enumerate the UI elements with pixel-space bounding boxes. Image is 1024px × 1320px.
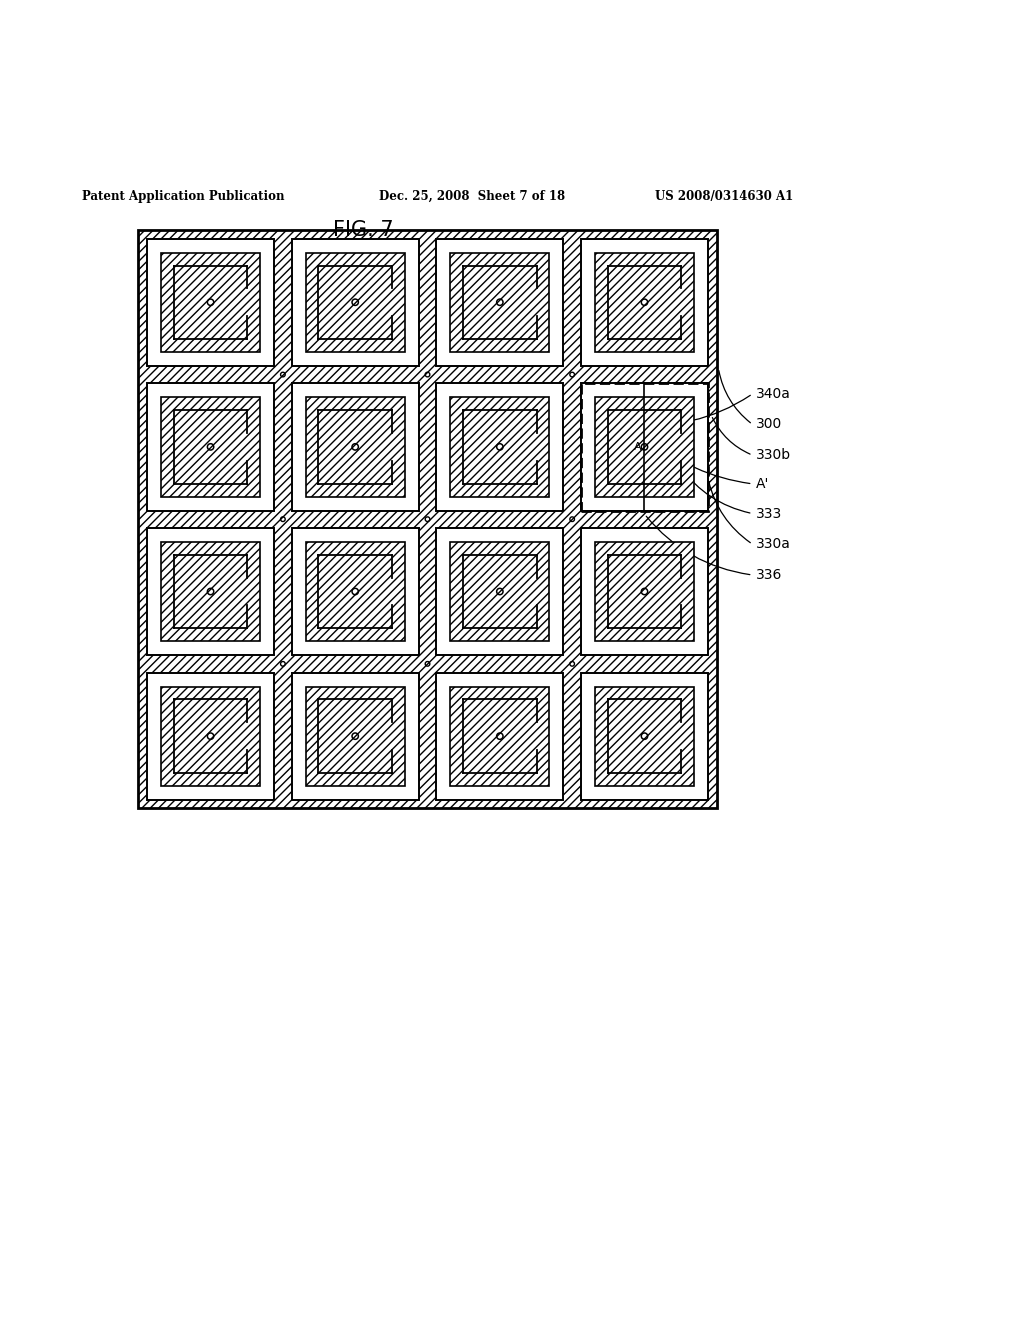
Text: US 2008/0314630 A1: US 2008/0314630 A1 (655, 190, 794, 203)
Bar (436, 528, 563, 655)
Bar (292, 672, 419, 800)
Bar (161, 252, 260, 352)
Text: 300: 300 (756, 417, 782, 432)
Text: 336: 336 (756, 568, 782, 582)
Text: 330a: 330a (756, 537, 791, 552)
Text: 330b: 330b (756, 449, 791, 462)
Bar (595, 397, 694, 496)
Bar (451, 397, 550, 496)
Bar (451, 543, 550, 642)
Bar (581, 383, 709, 511)
Text: A': A' (756, 477, 769, 491)
Bar (161, 543, 260, 642)
Bar (595, 686, 694, 785)
Bar (292, 383, 419, 511)
Text: 340a: 340a (756, 387, 791, 401)
Bar (292, 528, 419, 655)
Bar (581, 672, 709, 800)
Bar (161, 686, 260, 785)
Bar (305, 686, 404, 785)
Bar (146, 528, 274, 655)
Bar (138, 230, 717, 808)
Bar (595, 543, 694, 642)
Bar (581, 528, 709, 655)
Text: 333: 333 (756, 507, 782, 520)
Bar (581, 383, 709, 511)
Bar (451, 252, 550, 352)
Bar (436, 383, 563, 511)
Text: FIG. 7: FIG. 7 (333, 219, 394, 240)
Bar (305, 397, 404, 496)
Text: Dec. 25, 2008  Sheet 7 of 18: Dec. 25, 2008 Sheet 7 of 18 (379, 190, 565, 203)
Bar (305, 252, 404, 352)
Bar (305, 543, 404, 642)
Bar (451, 686, 550, 785)
Text: Patent Application Publication: Patent Application Publication (82, 190, 285, 203)
Bar (146, 672, 274, 800)
Bar (292, 239, 419, 366)
Bar (436, 672, 563, 800)
Bar (595, 252, 694, 352)
Bar (146, 383, 274, 511)
Bar (436, 239, 563, 366)
Bar (161, 397, 260, 496)
Text: A: A (634, 442, 641, 451)
Bar (581, 239, 709, 366)
Bar (146, 239, 274, 366)
